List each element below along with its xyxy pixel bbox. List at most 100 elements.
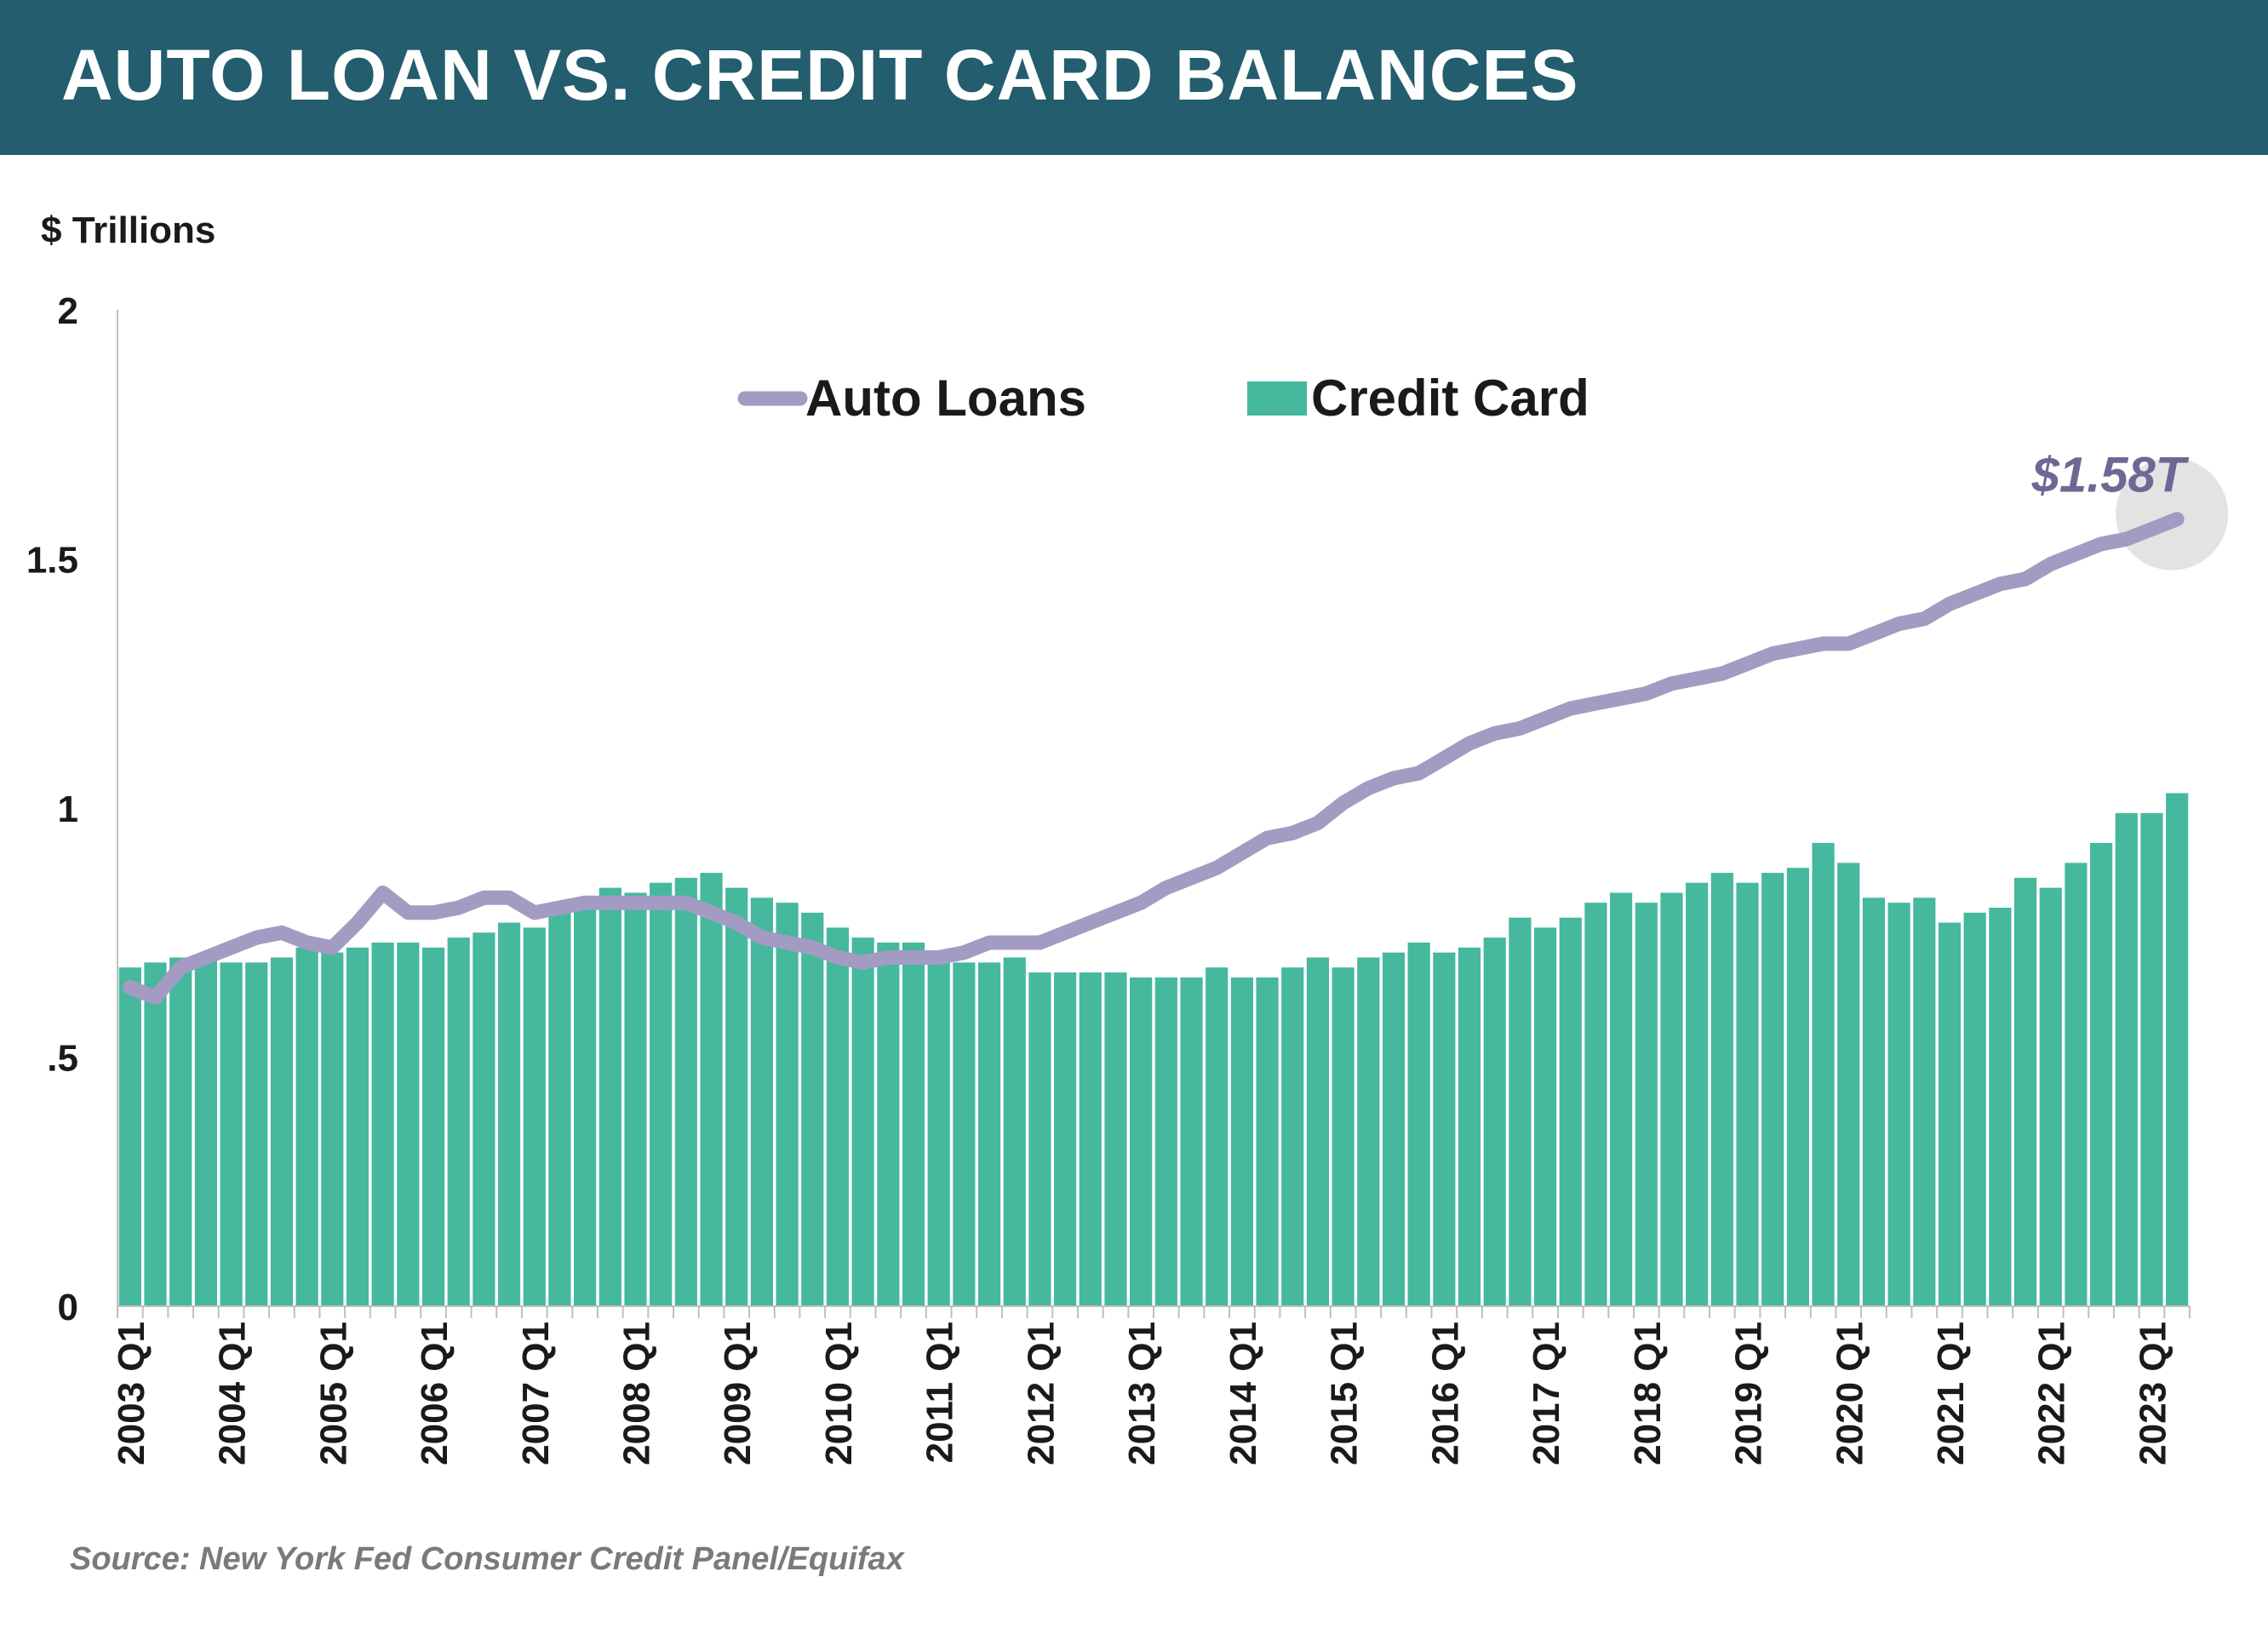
x-tick-label: 2019 Q1 <box>1728 1322 1770 1465</box>
source-note: Source: New York Fed Consumer Credit Pan… <box>70 1541 904 1577</box>
credit-card-bar <box>2166 793 2189 1306</box>
x-tick-label: 2015 Q1 <box>1324 1322 1366 1465</box>
credit-card-bar <box>144 962 167 1306</box>
credit-card-bar <box>295 947 318 1306</box>
page-title: AUTO LOAN VS. CREDIT CARD BALANCES <box>61 35 1579 115</box>
credit-card-bar <box>1079 972 1102 1306</box>
credit-card-bar <box>1180 977 1203 1306</box>
credit-card-bar <box>220 962 243 1306</box>
title-banner: AUTO LOAN VS. CREDIT CARD BALANCES <box>0 0 2268 155</box>
credit-card-bar <box>194 957 217 1306</box>
credit-card-bar <box>1104 972 1127 1306</box>
credit-card-bar <box>1130 977 1153 1306</box>
credit-card-bar <box>1635 903 1658 1306</box>
x-tick-label: 2004 Q1 <box>212 1322 254 1465</box>
credit-card-bar <box>1887 903 1910 1306</box>
credit-card-bar <box>977 962 1001 1306</box>
credit-card-bar <box>650 882 673 1306</box>
x-tick-label: 2012 Q1 <box>1020 1322 1062 1465</box>
x-tick-label: 2017 Q1 <box>1526 1322 1567 1465</box>
credit-card-bar <box>2090 842 2113 1306</box>
credit-card-bar <box>953 962 976 1306</box>
credit-card-bar <box>2140 812 2163 1306</box>
credit-card-bar <box>270 957 294 1306</box>
y-tick-label: 1.5 <box>26 540 78 582</box>
credit-card-bar <box>1509 917 1532 1306</box>
credit-card-bar <box>725 887 748 1306</box>
credit-card-bar <box>700 873 723 1306</box>
credit-card-bar <box>1458 947 1481 1306</box>
auto-loans-line <box>123 512 2185 1005</box>
x-tick-label: 2006 Q1 <box>414 1322 455 1465</box>
credit-card-bar <box>1407 942 1430 1306</box>
x-tick-label: 2021 Q1 <box>1930 1322 1972 1465</box>
credit-card-bar <box>2013 877 2037 1306</box>
credit-card-bar <box>927 962 950 1306</box>
credit-card-bar <box>2039 887 2062 1306</box>
credit-card-bar <box>574 897 597 1306</box>
credit-card-bar <box>169 957 192 1306</box>
x-tick-label: 2022 Q1 <box>2031 1322 2073 1465</box>
credit-card-bar <box>346 947 369 1306</box>
credit-card-bar <box>118 967 141 1306</box>
x-tick-label: 2020 Q1 <box>1829 1322 1870 1465</box>
credit-card-bar <box>1660 892 1683 1306</box>
x-tick-label: 2013 Q1 <box>1121 1322 1163 1465</box>
x-tick-label: 2008 Q1 <box>616 1322 658 1465</box>
credit-card-bar <box>1230 977 1253 1306</box>
credit-card-bar <box>1154 977 1177 1306</box>
credit-card-bar <box>1989 908 2012 1306</box>
legend-auto-loans-label: Auto Loans <box>805 370 1086 427</box>
credit-card-bar <box>877 942 900 1306</box>
credit-card-bar <box>421 947 445 1306</box>
x-tick-label: 2016 Q1 <box>1424 1322 1466 1465</box>
credit-card-bar <box>1433 952 1456 1306</box>
y-tick-label: 1 <box>58 788 78 830</box>
credit-card-bar <box>902 942 925 1306</box>
y-axis-ticks: 0 .5 1 1.5 2 <box>26 290 78 1328</box>
x-tick-label: 2010 Q1 <box>818 1322 860 1465</box>
credit-card-bar <box>472 932 495 1306</box>
credit-card-bar <box>397 942 420 1306</box>
credit-card-bar <box>1357 957 1380 1306</box>
credit-card-bar <box>750 897 773 1306</box>
y-tick-label: 2 <box>58 290 78 332</box>
credit-card-bar <box>1382 952 1406 1306</box>
credit-card-bar <box>851 938 874 1306</box>
credit-card-bar <box>497 922 521 1306</box>
credit-card-bar <box>624 892 647 1306</box>
credit-card-bar <box>1533 927 1557 1306</box>
credit-card-bar <box>1003 957 1026 1306</box>
credit-card-bar <box>1812 842 1835 1306</box>
credit-card-bar <box>826 927 850 1306</box>
x-tick-label: 2005 Q1 <box>312 1322 354 1465</box>
credit-card-bar <box>1281 967 1304 1306</box>
credit-card-bar <box>1736 882 1759 1306</box>
credit-card-bar <box>1963 912 1986 1306</box>
x-tick-label: 2007 Q1 <box>515 1322 557 1465</box>
credit-card-bar <box>1862 897 1886 1306</box>
legend: Auto Loans Credit Card <box>737 370 1589 427</box>
credit-card-bar <box>1686 882 1709 1306</box>
credit-card-bar <box>674 877 697 1306</box>
credit-card-bar <box>245 962 268 1306</box>
credit-card-bar <box>1054 972 1077 1306</box>
credit-card-bars <box>118 793 2189 1306</box>
credit-card-bar <box>801 912 824 1306</box>
credit-card-bar <box>598 887 621 1306</box>
credit-card-bar <box>1610 892 1633 1306</box>
credit-card-bar <box>1837 863 1860 1306</box>
x-tick-label: 2023 Q1 <box>2133 1322 2174 1465</box>
credit-card-bar <box>523 927 546 1306</box>
credit-card-bar <box>1761 873 1784 1306</box>
credit-card-bar <box>1786 868 1809 1306</box>
credit-card-bar <box>1913 897 1936 1306</box>
credit-card-bar <box>1306 957 1330 1306</box>
credit-card-bar <box>2115 812 2138 1306</box>
x-tick-label: 2018 Q1 <box>1627 1322 1669 1465</box>
credit-card-bar <box>447 938 470 1306</box>
x-tick-label: 2011 Q1 <box>919 1322 961 1463</box>
credit-card-bar <box>1256 977 1279 1306</box>
credit-card-bar <box>2065 863 2088 1306</box>
